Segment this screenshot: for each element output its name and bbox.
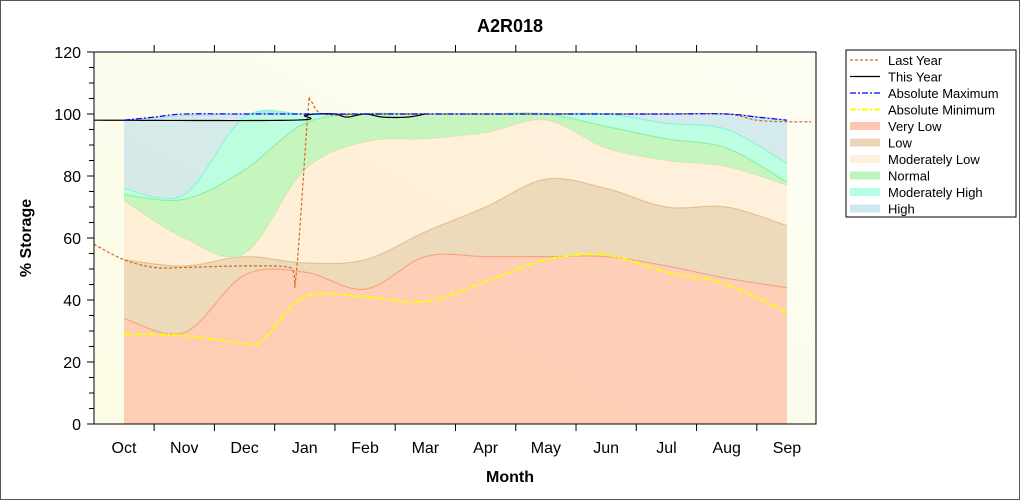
legend-label: Very Low bbox=[888, 119, 942, 134]
legend-label: Normal bbox=[888, 169, 930, 184]
y-tick-label: 80 bbox=[63, 169, 81, 186]
x-tick-label: Apr bbox=[473, 440, 499, 457]
legend-label: High bbox=[888, 202, 915, 217]
legend-label: Absolute Minimum bbox=[888, 103, 995, 118]
x-tick-label: Sep bbox=[773, 440, 802, 457]
legend-label: This Year bbox=[888, 70, 943, 85]
legend-swatch bbox=[850, 122, 880, 130]
legend-label: Moderately Low bbox=[888, 152, 980, 167]
x-tick-label: Jun bbox=[593, 440, 619, 457]
x-tick-label: Jul bbox=[656, 440, 676, 457]
y-tick-label: 40 bbox=[63, 293, 81, 310]
legend-swatch bbox=[850, 155, 880, 163]
x-tick-label: Oct bbox=[112, 440, 137, 457]
y-tick-label: 20 bbox=[63, 355, 81, 372]
line-last-year bbox=[93, 95, 812, 288]
y-axis-label: % Storage bbox=[18, 199, 35, 277]
line-absolute-maximum bbox=[123, 113, 788, 121]
y-tick-label: 0 bbox=[72, 417, 81, 434]
legend-label: Last Year bbox=[888, 53, 943, 68]
x-tick-label: Aug bbox=[712, 440, 740, 457]
x-tick-label: Jan bbox=[292, 440, 318, 457]
band-moderately-low bbox=[124, 119, 787, 266]
x-axis-label: Month bbox=[486, 469, 534, 486]
legend-label: Low bbox=[888, 136, 912, 151]
x-tick-label: Nov bbox=[170, 440, 198, 457]
chart-title: A2R018 bbox=[477, 16, 543, 36]
band-low bbox=[124, 178, 787, 335]
x-tick-label: Feb bbox=[351, 440, 379, 457]
x-tick-label: Mar bbox=[412, 440, 440, 457]
legend-label: Moderately High bbox=[888, 185, 983, 200]
band-normal bbox=[124, 113, 787, 258]
x-tick-label: Dec bbox=[230, 440, 258, 457]
y-tick-label: 60 bbox=[63, 231, 81, 248]
band-moderately-high bbox=[124, 110, 787, 201]
band-high bbox=[124, 110, 787, 199]
y-tick-label: 100 bbox=[54, 107, 81, 124]
legend-swatch bbox=[850, 138, 880, 147]
band-very-low bbox=[124, 254, 787, 424]
legend-swatch bbox=[850, 171, 880, 180]
legend-label: Absolute Maximum bbox=[888, 86, 999, 101]
y-tick-label: 120 bbox=[54, 45, 81, 62]
line-this-year bbox=[93, 113, 426, 122]
legend-swatch bbox=[850, 204, 880, 213]
legend-swatch bbox=[850, 188, 880, 196]
line-absolute-minimum bbox=[123, 253, 788, 347]
x-tick-label: May bbox=[531, 440, 561, 457]
